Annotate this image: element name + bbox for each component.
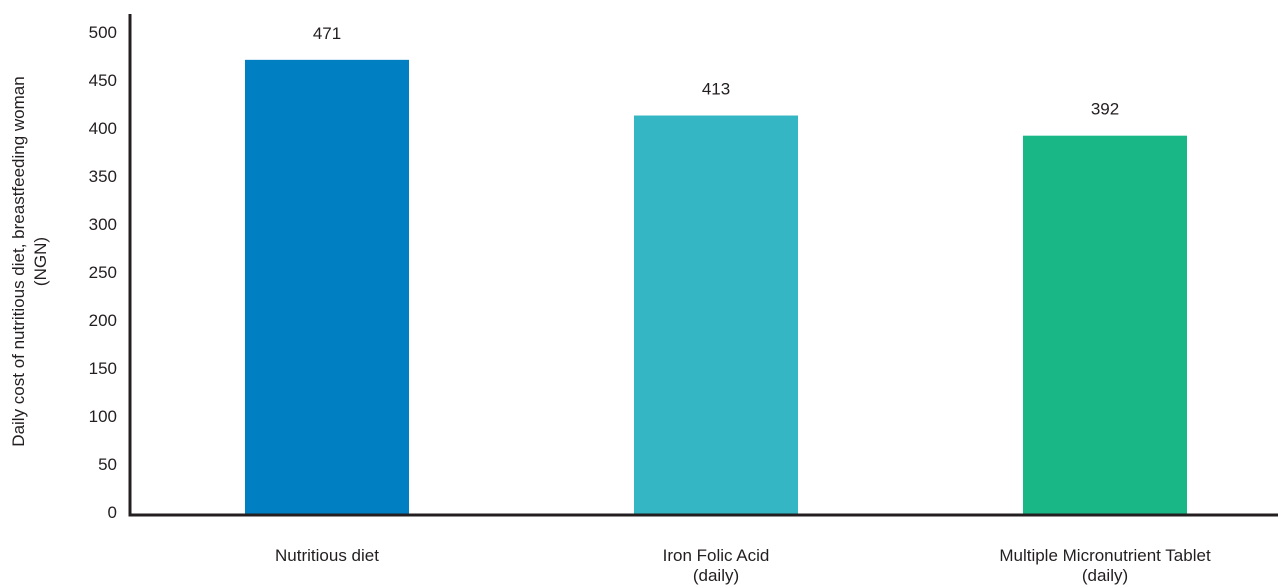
y-tick-label: 450: [89, 71, 117, 90]
y-tick-label: 250: [89, 263, 117, 282]
category-label-line: Multiple Micronutrient Tablet: [999, 546, 1211, 565]
data-label: 471: [313, 24, 341, 43]
y-axis-title-line: Daily cost of nutritious diet, breastfee…: [9, 76, 28, 446]
data-label: 392: [1091, 100, 1119, 119]
y-tick-label: 0: [108, 503, 117, 522]
y-tick-label: 50: [98, 455, 117, 474]
y-tick-label: 400: [89, 119, 117, 138]
category-label: Nutritious diet: [275, 546, 379, 565]
y-axis-ticks: 0 50 100 150 200 250 300 350 400 450 500: [89, 23, 117, 522]
bars: [245, 59, 1187, 514]
data-labels: 471 413 392: [313, 24, 1119, 119]
y-axis-title-line: (NGN): [31, 237, 50, 286]
y-tick-label: 350: [89, 167, 117, 186]
y-tick-label: 500: [89, 23, 117, 42]
y-tick-label: 150: [89, 359, 117, 378]
category-labels: Nutritious diet Iron Folic Acid (daily)Mul…: [275, 546, 1211, 585]
y-tick-label: 100: [89, 407, 117, 426]
y-axis-title: Daily cost of nutritious diet, breastfee…: [9, 76, 50, 446]
bar: [1023, 135, 1187, 514]
category-label-line: (daily): [1082, 566, 1128, 585]
category-label-line: Iron Folic Acid: [663, 546, 770, 565]
category-label: Iron Folic Acid (daily): [663, 546, 770, 585]
bar: [245, 59, 409, 514]
category-label-line: (daily): [693, 566, 739, 585]
bar: [634, 115, 798, 514]
category-label: Multiple Micronutrient Tablet (daily): [999, 546, 1211, 585]
y-tick-label: 200: [89, 311, 117, 330]
data-label: 413: [702, 80, 730, 99]
category-label-line: Nutritious diet: [275, 546, 379, 565]
y-tick-label: 300: [89, 215, 117, 234]
